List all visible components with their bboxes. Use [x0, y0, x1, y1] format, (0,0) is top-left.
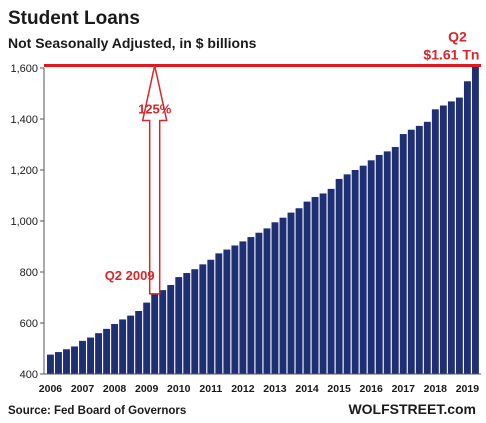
bar-2010-q2 — [183, 273, 191, 374]
bar-2012-q2 — [247, 237, 255, 374]
bar-2011-q4 — [231, 245, 239, 374]
x-tick-label: 2015 — [327, 383, 351, 395]
bar-2017-q3 — [415, 125, 423, 374]
x-tick-label: 2011 — [199, 383, 222, 395]
bar-2011-q3 — [223, 249, 231, 374]
bar-2008-q2 — [119, 319, 127, 374]
x-tick-label: 2008 — [103, 383, 127, 395]
x-tick-label: 2006 — [39, 383, 63, 395]
q2-2009-label: Q2 2009 — [105, 268, 155, 283]
bar-2015-q3 — [351, 170, 359, 374]
bar-2012-q3 — [255, 232, 263, 374]
bars — [47, 65, 479, 375]
bar-2007-q1 — [79, 340, 86, 374]
x-tick-label: 2010 — [167, 383, 191, 395]
bar-2010-q4 — [199, 264, 207, 374]
y-axis: 400 600 800 1,000 1,200 1,400 1,600 — [10, 63, 45, 381]
x-tick-label: 2013 — [263, 383, 287, 395]
bar-2007-q3 — [95, 333, 103, 374]
y-tick-label: 1,200 — [10, 165, 38, 177]
bar-2009-q2 — [151, 293, 159, 374]
y-tick-label: 1,600 — [10, 63, 38, 75]
x-tick-label: 2018 — [424, 383, 448, 395]
bar-2011-q2 — [215, 253, 223, 374]
growth-label: 125% — [138, 101, 172, 116]
bar-2014-q3 — [319, 193, 327, 374]
x-tick-label: 2017 — [392, 383, 416, 395]
bar-2013-q4 — [295, 208, 303, 374]
bar-2006-q1 — [47, 354, 54, 374]
chart-subtitle: Not Seasonally Adjusted, in $ billions — [8, 35, 257, 51]
y-tick-label: 400 — [20, 369, 38, 381]
y-tick-label: 1,000 — [10, 216, 38, 228]
bar-2012-q4 — [263, 228, 271, 374]
bar-2014-q4 — [327, 188, 335, 374]
bar-2017-q2 — [407, 129, 415, 374]
end-label-value: $1.61 Tn — [423, 46, 479, 62]
bar-2008-q1 — [111, 324, 119, 374]
bar-2017-q1 — [399, 134, 407, 374]
end-label-quarter: Q2 — [448, 28, 467, 44]
bar-2008-q3 — [127, 315, 135, 374]
bar-2018-q4 — [455, 97, 463, 374]
bar-2009-q1 — [143, 302, 151, 374]
bar-2018-q3 — [447, 101, 455, 375]
bar-2007-q4 — [103, 328, 111, 374]
bar-2015-q2 — [343, 174, 351, 374]
source-note: Source: Fed Board of Governors — [8, 405, 186, 417]
bar-2006-q4 — [71, 346, 78, 374]
x-tick-label: 2014 — [295, 383, 319, 395]
bar-2013-q2 — [279, 217, 287, 374]
bar-2006-q3 — [63, 349, 70, 374]
bar-2015-q1 — [335, 178, 343, 374]
x-tick-label: 2009 — [135, 383, 159, 395]
bar-2016-q3 — [383, 151, 391, 374]
bar-2019-q1 — [463, 81, 471, 374]
bar-2009-q3 — [159, 290, 167, 374]
x-tick-label: 2007 — [71, 383, 95, 395]
y-tick-label: 1,400 — [10, 114, 38, 126]
y-tick-label: 800 — [20, 267, 38, 279]
brand-label: WOLFSTREET.com — [348, 401, 476, 417]
bar-2016-q4 — [391, 147, 399, 374]
bar-2006-q2 — [55, 352, 62, 374]
bar-2015-q4 — [359, 165, 367, 374]
y-tick-label: 600 — [20, 318, 38, 330]
x-tick-label: 2016 — [360, 383, 384, 395]
bar-2008-q4 — [135, 311, 143, 374]
bar-2014-q1 — [303, 201, 311, 374]
growth-arrow — [141, 65, 168, 295]
bar-2007-q2 — [87, 337, 94, 374]
x-axis: 2006 2007 2008 2009 2010 2011 2012 2013 2014 2015… — [39, 373, 481, 395]
bar-2016-q1 — [367, 160, 375, 374]
bar-2017-q4 — [423, 121, 431, 374]
bar-2010-q1 — [175, 277, 183, 374]
bar-2014-q2 — [311, 197, 319, 374]
bar-2011-q1 — [207, 259, 215, 374]
bar-2012-q1 — [239, 241, 247, 374]
bar-2013-q3 — [287, 212, 295, 374]
bar-2018-q1 — [431, 109, 439, 374]
x-tick-label: 2019 — [456, 383, 480, 395]
chart-title: Student Loans — [8, 8, 140, 29]
bar-2018-q2 — [439, 105, 447, 375]
bar-2009-q4 — [167, 285, 175, 374]
x-tick-label: 2012 — [231, 383, 255, 395]
bar-2013-q1 — [271, 222, 279, 374]
bar-2019-q2 — [471, 65, 479, 374]
bar-2010-q3 — [191, 269, 199, 374]
bar-2016-q2 — [375, 154, 383, 374]
